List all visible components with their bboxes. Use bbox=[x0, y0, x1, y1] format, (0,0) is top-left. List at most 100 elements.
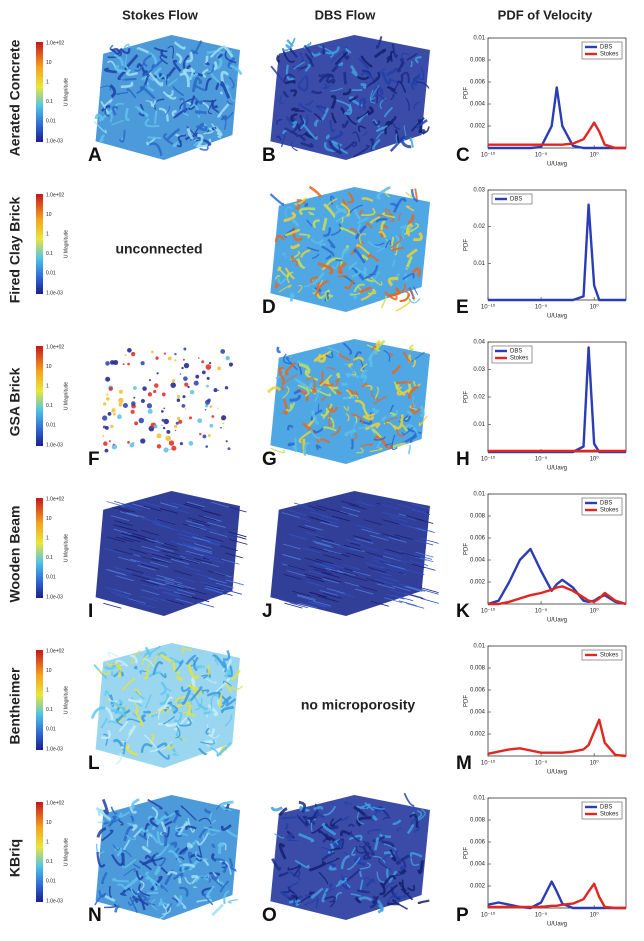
flow-strand bbox=[219, 695, 232, 708]
flow-speck bbox=[150, 350, 154, 354]
flow-strand bbox=[403, 792, 415, 807]
flow-strand bbox=[204, 77, 212, 91]
flow-streak bbox=[184, 552, 204, 559]
x-tick-label: 10⁻¹⁰ bbox=[481, 912, 496, 919]
flow-streak bbox=[207, 589, 226, 595]
flow-streak bbox=[288, 533, 307, 540]
flow-strand bbox=[304, 202, 309, 207]
colorbar-label: 1.0e+02 bbox=[46, 648, 64, 654]
flow-speck bbox=[205, 404, 209, 408]
flow-strand bbox=[222, 44, 234, 58]
flow-streak bbox=[201, 510, 220, 516]
flow-streak bbox=[292, 590, 311, 597]
flow-strand bbox=[405, 222, 412, 237]
flow-strand bbox=[341, 120, 350, 129]
y-tick-label: 0.02 bbox=[473, 224, 485, 230]
flow-strand bbox=[363, 814, 368, 820]
flow-streak bbox=[201, 561, 220, 568]
flow-streak bbox=[388, 569, 407, 576]
colorbar-label: 1.0e+02 bbox=[46, 800, 64, 806]
flow-speck bbox=[107, 411, 112, 416]
flow-strand bbox=[115, 752, 122, 765]
flow-streak bbox=[152, 553, 171, 560]
flow-strand bbox=[348, 95, 359, 103]
flow-strand bbox=[198, 826, 213, 839]
flow-streak bbox=[158, 585, 178, 592]
flow-strand bbox=[129, 806, 138, 814]
flow-streak bbox=[415, 518, 434, 524]
flow-strand bbox=[98, 109, 113, 122]
flow-strand bbox=[305, 376, 316, 387]
flow-streak bbox=[415, 539, 434, 546]
x-axis-label: U/Uavg bbox=[547, 314, 567, 320]
flow-streak bbox=[373, 570, 392, 577]
flow-speck bbox=[182, 395, 186, 399]
flow-speck bbox=[124, 353, 127, 356]
flow-speck bbox=[156, 433, 162, 439]
flow-speck bbox=[147, 392, 153, 397]
flow-strand bbox=[413, 232, 423, 242]
x-tick-label: 10⁻⁵ bbox=[535, 456, 548, 463]
flow-streak bbox=[394, 534, 413, 540]
flow-streak bbox=[345, 539, 364, 545]
flow-strand bbox=[158, 107, 169, 122]
flow-streak bbox=[313, 600, 332, 607]
flow-streak bbox=[340, 511, 359, 517]
legend-box bbox=[581, 649, 623, 661]
flow-strand bbox=[364, 411, 376, 417]
flow-strand bbox=[153, 47, 168, 53]
flow-strand bbox=[143, 734, 157, 748]
flow-streak bbox=[420, 587, 439, 594]
flow-strand bbox=[293, 197, 308, 206]
flow-strand bbox=[151, 714, 159, 718]
panel-letter: E bbox=[456, 297, 469, 318]
flow-strand bbox=[357, 216, 369, 224]
colorbar-title: U Magnitude bbox=[63, 838, 69, 867]
flow-streak bbox=[325, 562, 344, 569]
flow-speck bbox=[112, 443, 115, 446]
flow-strand bbox=[354, 399, 366, 407]
flow-strand bbox=[360, 71, 375, 82]
flow-streak bbox=[367, 567, 387, 573]
flow-strand bbox=[285, 206, 293, 219]
x-tick-label: 10⁰ bbox=[590, 608, 600, 615]
flow-strand bbox=[100, 729, 112, 740]
flow-speck bbox=[102, 402, 107, 406]
flow-streak bbox=[380, 503, 400, 510]
flow-strand bbox=[104, 706, 114, 721]
flow-streak bbox=[281, 512, 300, 518]
flow-strand bbox=[410, 189, 419, 203]
flow-streak bbox=[203, 515, 222, 522]
flow-streak bbox=[339, 570, 358, 576]
flow-strand bbox=[400, 290, 411, 302]
flow-strand bbox=[323, 141, 336, 152]
flow-strand bbox=[409, 852, 423, 858]
flow-strand bbox=[222, 680, 232, 687]
colorbar-label: 1 bbox=[46, 840, 49, 846]
flow-streak bbox=[282, 554, 301, 560]
flow-strand bbox=[326, 198, 338, 210]
flow-strand bbox=[299, 117, 306, 130]
flow-streak bbox=[342, 545, 361, 552]
flow-strand bbox=[356, 805, 366, 810]
flow-strand bbox=[179, 98, 186, 112]
flow-strand bbox=[348, 834, 363, 842]
flow-strand bbox=[326, 78, 336, 85]
flow-speck bbox=[174, 352, 177, 356]
flow-strand bbox=[125, 834, 136, 841]
flow-strand bbox=[401, 879, 410, 895]
flow-strand bbox=[274, 274, 281, 280]
flow-strand bbox=[389, 404, 394, 414]
flow-strand bbox=[405, 191, 414, 199]
row-label: Aerated Concrete bbox=[7, 39, 23, 156]
flow-streak bbox=[207, 570, 226, 577]
y-axis-label: PDF bbox=[464, 543, 470, 555]
flow-strand bbox=[290, 254, 295, 260]
flow-streak bbox=[137, 564, 156, 571]
flow-strand bbox=[283, 211, 297, 223]
flow-strand bbox=[281, 48, 295, 63]
flow-strand bbox=[287, 424, 294, 431]
flow-strand bbox=[125, 743, 139, 757]
flow-streak bbox=[309, 546, 329, 552]
flow-speck bbox=[129, 442, 135, 448]
